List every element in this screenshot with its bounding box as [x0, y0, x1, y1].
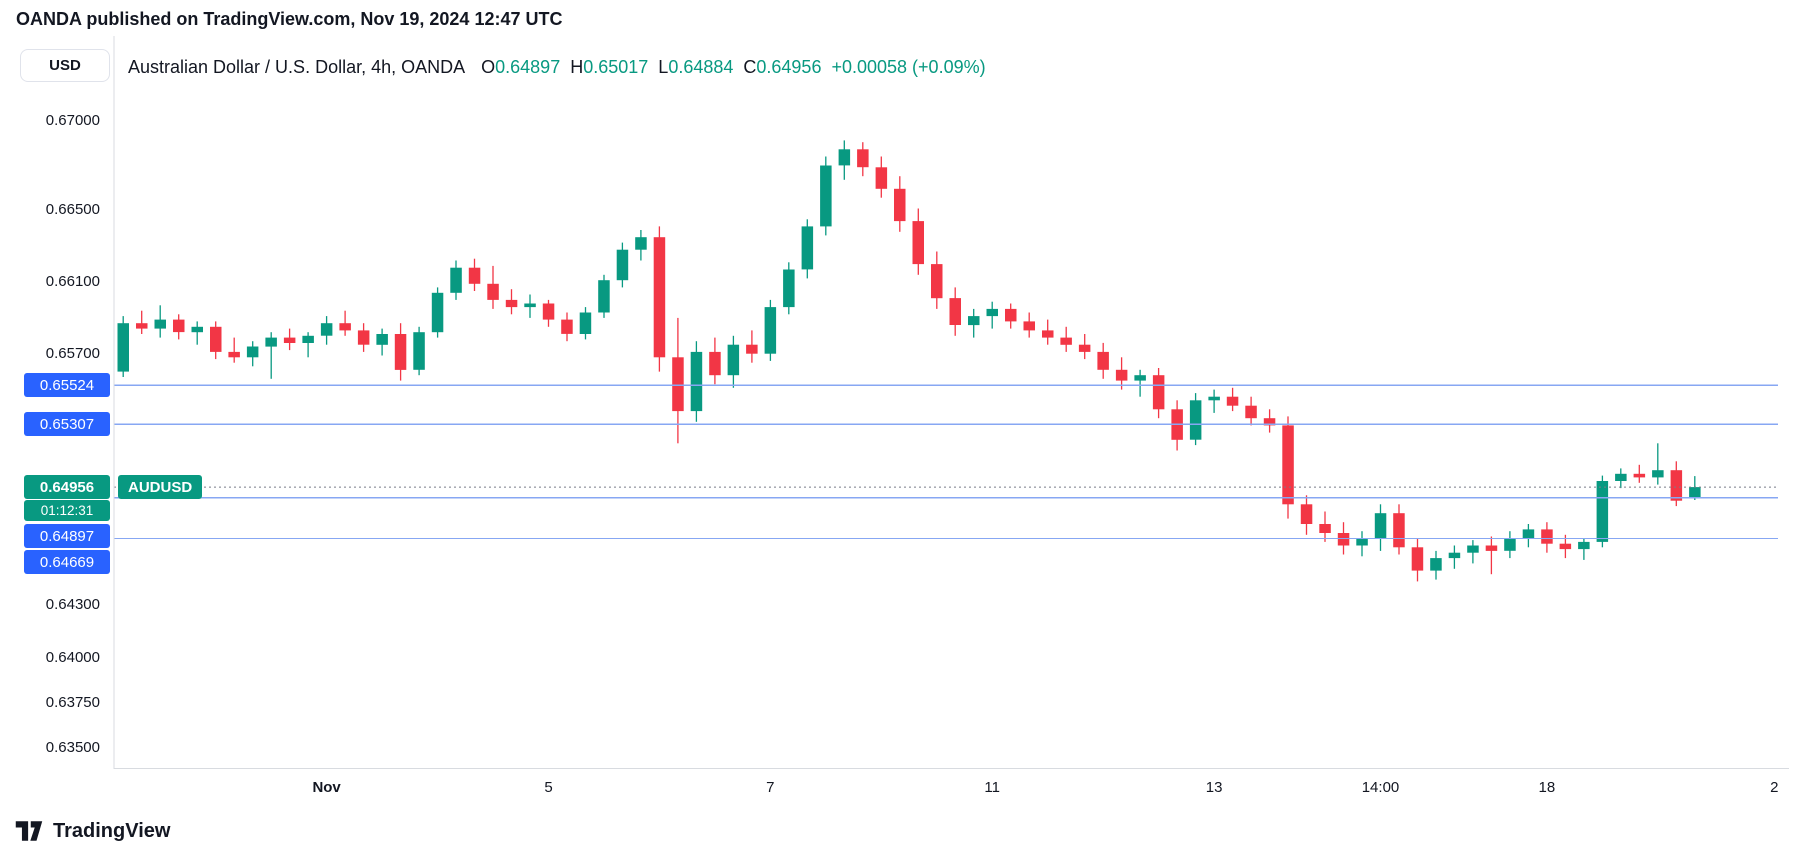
- open-value: 0.64897: [495, 57, 561, 77]
- price-line-badge[interactable]: 0.65524: [24, 373, 110, 398]
- candlestick-series: [117, 140, 1701, 582]
- price-tick-label: 0.64000: [45, 649, 100, 667]
- time-tick-label: 5: [544, 779, 553, 796]
- price-tick-label: 0.63750: [45, 694, 100, 712]
- low-label: L: [658, 57, 669, 77]
- time-scale[interactable]: Nov 5 7 11 13 14:00 18 2: [0, 768, 1793, 804]
- time-tick-label: 14:00: [1361, 779, 1400, 796]
- close-label: C: [743, 57, 757, 77]
- price-tick-label: 0.66500: [45, 201, 100, 219]
- time-tick-label: 18: [1538, 779, 1556, 796]
- time-tick-label: 2: [1770, 779, 1779, 796]
- countdown-badge: 01:12:31: [24, 500, 110, 522]
- time-tick-label: 11: [984, 779, 1001, 796]
- price-tick-label: 0.64300: [45, 595, 100, 613]
- attribution-text: OANDA published on TradingView.com, Nov …: [16, 9, 563, 29]
- time-tick-label: Nov: [312, 779, 341, 796]
- close-value: 0.64956: [756, 57, 822, 77]
- price-scale[interactable]: 0.67000 0.66500 0.66100 0.65700 0.64300 0.640…: [0, 0, 114, 768]
- tradingview-logo-icon: [15, 821, 43, 841]
- price-tick-label: 0.66100: [45, 273, 100, 290]
- current-price-badge[interactable]: 0.64956: [24, 475, 110, 500]
- price-line-badge[interactable]: 0.65307: [24, 412, 110, 437]
- high-value: 0.65017: [583, 57, 649, 77]
- low-value: 0.64884: [668, 57, 734, 77]
- tradingview-branding[interactable]: TradingView: [14, 819, 170, 843]
- open-label: O: [481, 57, 496, 77]
- symbol-price-tag[interactable]: AUDUSD: [118, 475, 203, 500]
- price-tick-label: 0.63500: [45, 739, 100, 757]
- change-value: +0.00058 (+0.09%): [831, 57, 986, 77]
- time-tick-label: 7: [766, 779, 775, 796]
- symbol-title[interactable]: Australian Dollar / U.S. Dollar, 4h, OAN…: [128, 57, 466, 77]
- price-line-badge[interactable]: 0.64897: [24, 524, 110, 549]
- time-tick-label: 13: [1205, 779, 1223, 796]
- currency-button[interactable]: USD: [20, 49, 110, 82]
- chart-legend: Australian Dollar / U.S. Dollar, 4h, OAN…: [128, 57, 986, 78]
- tradingview-brand-text: TradingView: [53, 819, 171, 842]
- price-tick-label: 0.65700: [45, 344, 100, 362]
- price-tick-label: 0.67000: [45, 111, 100, 129]
- price-line-badge[interactable]: 0.64669: [24, 550, 110, 575]
- high-label: H: [570, 57, 584, 77]
